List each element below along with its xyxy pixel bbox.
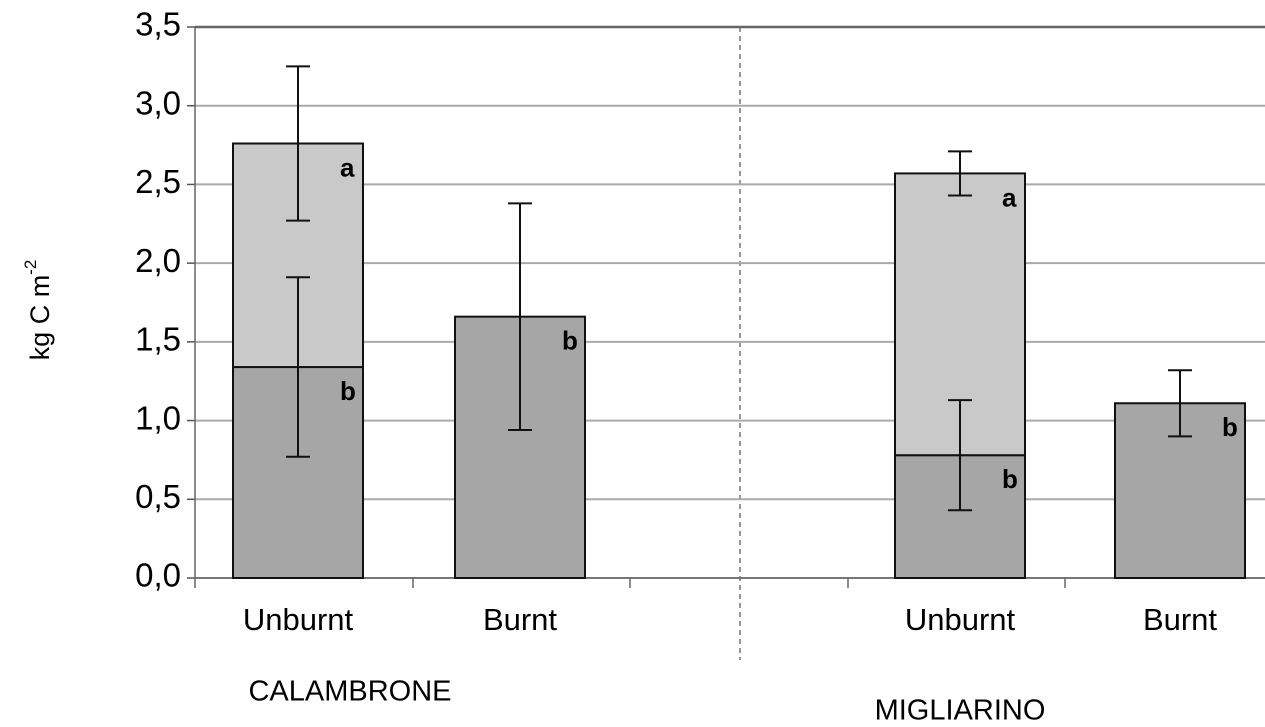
- group-label: CALAMBRONE: [248, 676, 451, 708]
- significance-letter: b: [562, 326, 578, 356]
- y-axis-label-sup: -2: [21, 260, 40, 275]
- y-tick-label: 0,5: [135, 478, 181, 515]
- significance-letter: b: [1222, 412, 1238, 442]
- x-tick-label: Burnt: [483, 602, 557, 637]
- significance-letter: b: [1002, 464, 1018, 494]
- group-label: MIGLIARINO: [875, 695, 1046, 727]
- x-tick-label: Burnt: [1143, 602, 1217, 637]
- significance-letter: a: [340, 152, 355, 182]
- y-tick-label: 3,0: [135, 84, 181, 121]
- significance-letter: a: [1002, 182, 1017, 212]
- y-tick-label: 2,5: [135, 163, 181, 200]
- x-tick-label: Unburnt: [905, 602, 1016, 637]
- x-tick-label: Unburnt: [243, 602, 354, 637]
- significance-letter: b: [340, 376, 356, 406]
- y-axis-label-text: kg C m: [25, 275, 55, 361]
- y-tick-label: 3,5: [135, 6, 181, 43]
- y-axis-label: kg C m-2: [21, 260, 55, 361]
- y-tick-label: 1,0: [135, 399, 181, 436]
- y-tick-label: 0,0: [135, 557, 181, 594]
- y-tick-label: 1,5: [135, 321, 181, 358]
- y-tick-label: 2,0: [135, 242, 181, 279]
